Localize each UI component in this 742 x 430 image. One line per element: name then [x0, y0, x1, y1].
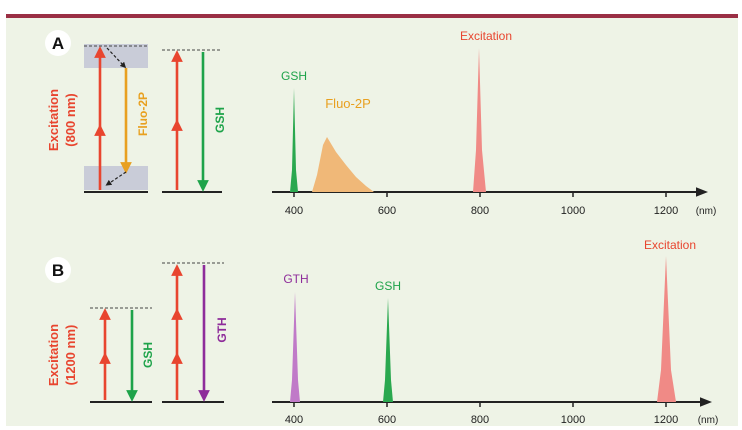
panel-b: B Excitation (1200 nm) GSH GTH [45, 238, 718, 426]
panel-a-relaxation-arrow-bottom [105, 171, 127, 186]
panel-a-unit-label: (nm) [696, 206, 717, 217]
panel-b-unit-label: (nm) [698, 415, 719, 426]
panel-a-tick-label-1000: 1000 [561, 205, 585, 217]
panel-a-fluo-peak-label: Fluo-2P [325, 96, 371, 111]
panel-a-badge [45, 30, 71, 56]
panel-b-badge [45, 257, 71, 283]
panel-a-tick-label-400: 400 [285, 205, 303, 217]
panel-a-tick-label-600: 600 [378, 205, 396, 217]
panel-b-gth-peak-label: GTH [283, 272, 308, 286]
panel-a-letter: A [52, 34, 64, 53]
panel-b-gsh-peak [383, 298, 393, 402]
figure-panel [6, 14, 738, 426]
panel-b-gsh-label: GSH [141, 342, 155, 368]
panel-b-tick-label-1000: 1000 [561, 414, 585, 426]
panel-a-excited-state-band [84, 44, 148, 68]
panel-a-excitation-peak-label: Excitation [460, 29, 512, 43]
panel-b-tick-label-600: 600 [378, 414, 396, 426]
panel-a-gsh-label: GSH [213, 107, 227, 133]
panel-b-excitation-label: Excitation [46, 324, 61, 386]
panel-a-gsh-peak-label: GSH [281, 69, 307, 83]
panel-a-tick-label-800: 800 [471, 205, 489, 217]
panel-b-gth-label: GTH [215, 317, 229, 342]
panel-a-fluo-band [312, 137, 374, 192]
panel-a-gsh-peak [290, 88, 298, 192]
panel-a-excitation-peak [473, 48, 486, 192]
panel-b-excitation-peak-label: Excitation [644, 238, 696, 252]
panel-a-wavelength-label: (800 nm) [63, 93, 78, 146]
panel-a: A Excitation (800 nm) Fluo-2P GSH [45, 29, 716, 217]
panel-a-excitation-label: Excitation [46, 89, 61, 151]
panel-a-fluo-label: Fluo-2P [136, 92, 150, 136]
panel-b-letter: B [52, 261, 64, 280]
panel-b-tick-label-800: 800 [471, 414, 489, 426]
panel-b-gth-peak [290, 292, 300, 402]
panel-b-tick-label-1200: 1200 [654, 414, 678, 426]
panel-b-tick-label-400: 400 [285, 414, 303, 426]
panel-a-relaxation-arrow-top [106, 47, 127, 69]
panel-b-wavelength-label: (1200 nm) [63, 325, 78, 386]
panel-b-excitation-peak [657, 256, 676, 402]
panel-b-gsh-peak-label: GSH [375, 279, 401, 293]
panel-a-tick-label-1200: 1200 [654, 205, 678, 217]
